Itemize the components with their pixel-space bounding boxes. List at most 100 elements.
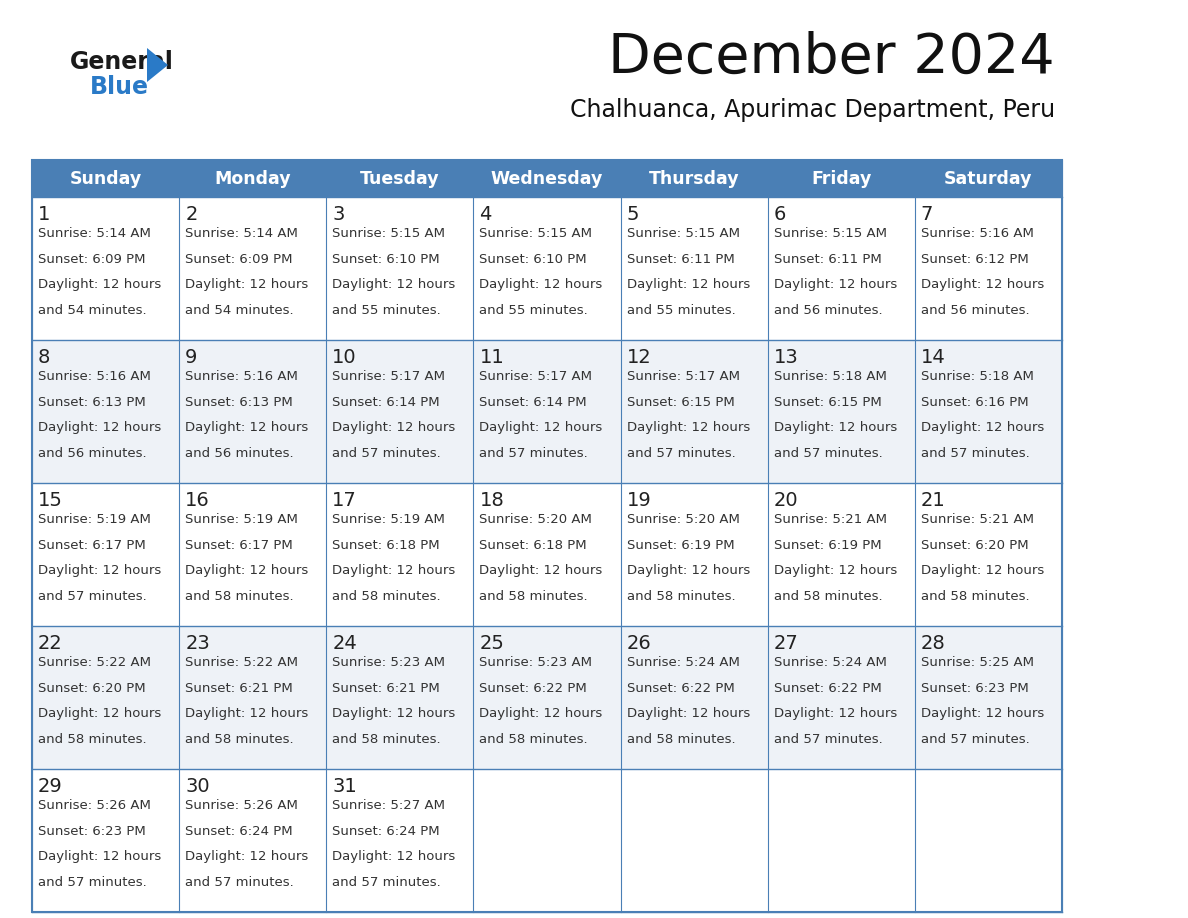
Text: 31: 31	[333, 777, 358, 796]
Text: 3: 3	[333, 205, 345, 224]
Text: 7: 7	[921, 205, 934, 224]
Text: 10: 10	[333, 348, 356, 367]
Text: Daylight: 12 hours: Daylight: 12 hours	[773, 421, 897, 434]
Text: Daylight: 12 hours: Daylight: 12 hours	[38, 278, 162, 291]
Text: and 55 minutes.: and 55 minutes.	[333, 304, 441, 317]
Text: Daylight: 12 hours: Daylight: 12 hours	[626, 421, 750, 434]
Text: Daylight: 12 hours: Daylight: 12 hours	[185, 421, 309, 434]
Bar	[32, 626, 1062, 769]
Text: Daylight: 12 hours: Daylight: 12 hours	[773, 565, 897, 577]
Text: Sunset: 6:18 PM: Sunset: 6:18 PM	[480, 539, 587, 552]
Text: and 57 minutes.: and 57 minutes.	[333, 876, 441, 889]
Text: Chalhuanca, Apurimac Department, Peru: Chalhuanca, Apurimac Department, Peru	[570, 98, 1055, 122]
Text: Sunrise: 5:22 AM: Sunrise: 5:22 AM	[38, 656, 151, 669]
Text: 21: 21	[921, 491, 946, 510]
Text: Daylight: 12 hours: Daylight: 12 hours	[921, 565, 1044, 577]
Text: 19: 19	[626, 491, 651, 510]
Text: Thursday: Thursday	[649, 170, 739, 187]
Text: Sunrise: 5:21 AM: Sunrise: 5:21 AM	[773, 513, 886, 526]
Text: 16: 16	[185, 491, 210, 510]
Text: Sunset: 6:09 PM: Sunset: 6:09 PM	[185, 252, 292, 265]
Text: Sunset: 6:13 PM: Sunset: 6:13 PM	[185, 396, 293, 409]
Text: Sunset: 6:23 PM: Sunset: 6:23 PM	[38, 824, 146, 837]
Text: 26: 26	[626, 634, 651, 653]
Text: Sunset: 6:10 PM: Sunset: 6:10 PM	[333, 252, 440, 265]
Text: and 57 minutes.: and 57 minutes.	[921, 447, 1030, 460]
Text: and 58 minutes.: and 58 minutes.	[480, 589, 588, 602]
Text: Sunset: 6:09 PM: Sunset: 6:09 PM	[38, 252, 145, 265]
Text: 9: 9	[185, 348, 197, 367]
Text: Daylight: 12 hours: Daylight: 12 hours	[185, 850, 309, 863]
Text: Daylight: 12 hours: Daylight: 12 hours	[773, 278, 897, 291]
Text: Daylight: 12 hours: Daylight: 12 hours	[333, 850, 455, 863]
Text: and 57 minutes.: and 57 minutes.	[773, 733, 883, 745]
Text: Sunset: 6:12 PM: Sunset: 6:12 PM	[921, 252, 1029, 265]
Text: and 56 minutes.: and 56 minutes.	[773, 304, 883, 317]
Text: Sunrise: 5:14 AM: Sunrise: 5:14 AM	[185, 227, 298, 240]
Text: Sunrise: 5:19 AM: Sunrise: 5:19 AM	[185, 513, 298, 526]
Text: and 58 minutes.: and 58 minutes.	[185, 733, 293, 745]
Text: Sunset: 6:10 PM: Sunset: 6:10 PM	[480, 252, 587, 265]
Text: 8: 8	[38, 348, 50, 367]
Text: Daylight: 12 hours: Daylight: 12 hours	[38, 707, 162, 720]
Text: Daylight: 12 hours: Daylight: 12 hours	[480, 707, 602, 720]
Text: 23: 23	[185, 634, 210, 653]
Bar	[32, 160, 1062, 197]
Text: and 57 minutes.: and 57 minutes.	[38, 876, 147, 889]
Text: Sunset: 6:13 PM: Sunset: 6:13 PM	[38, 396, 146, 409]
Text: 28: 28	[921, 634, 946, 653]
Text: Daylight: 12 hours: Daylight: 12 hours	[333, 707, 455, 720]
Text: General: General	[70, 50, 173, 74]
Text: Sunrise: 5:16 AM: Sunrise: 5:16 AM	[38, 370, 151, 383]
Text: and 58 minutes.: and 58 minutes.	[38, 733, 146, 745]
Text: Sunrise: 5:16 AM: Sunrise: 5:16 AM	[185, 370, 298, 383]
Text: Saturday: Saturday	[944, 170, 1032, 187]
Text: Daylight: 12 hours: Daylight: 12 hours	[185, 565, 309, 577]
Text: Daylight: 12 hours: Daylight: 12 hours	[333, 421, 455, 434]
Text: Sunset: 6:15 PM: Sunset: 6:15 PM	[626, 396, 734, 409]
Text: Sunrise: 5:17 AM: Sunrise: 5:17 AM	[480, 370, 593, 383]
Text: 14: 14	[921, 348, 946, 367]
Text: and 55 minutes.: and 55 minutes.	[480, 304, 588, 317]
Text: and 58 minutes.: and 58 minutes.	[333, 733, 441, 745]
Text: Sunset: 6:22 PM: Sunset: 6:22 PM	[773, 681, 881, 695]
Text: Sunset: 6:23 PM: Sunset: 6:23 PM	[921, 681, 1029, 695]
Text: Sunset: 6:21 PM: Sunset: 6:21 PM	[333, 681, 440, 695]
Text: and 56 minutes.: and 56 minutes.	[38, 447, 146, 460]
Text: 6: 6	[773, 205, 786, 224]
Text: 25: 25	[480, 634, 504, 653]
Text: 20: 20	[773, 491, 798, 510]
Text: Daylight: 12 hours: Daylight: 12 hours	[333, 565, 455, 577]
Text: Sunrise: 5:23 AM: Sunrise: 5:23 AM	[480, 656, 593, 669]
Bar	[32, 160, 1062, 912]
Text: Sunset: 6:11 PM: Sunset: 6:11 PM	[626, 252, 734, 265]
Text: and 54 minutes.: and 54 minutes.	[185, 304, 293, 317]
Text: Friday: Friday	[811, 170, 872, 187]
Text: 1: 1	[38, 205, 50, 224]
Text: Sunrise: 5:25 AM: Sunrise: 5:25 AM	[921, 656, 1034, 669]
Text: and 58 minutes.: and 58 minutes.	[921, 589, 1030, 602]
Text: Sunset: 6:19 PM: Sunset: 6:19 PM	[626, 539, 734, 552]
Text: Sunrise: 5:20 AM: Sunrise: 5:20 AM	[626, 513, 739, 526]
Text: Sunset: 6:16 PM: Sunset: 6:16 PM	[921, 396, 1029, 409]
Text: Daylight: 12 hours: Daylight: 12 hours	[626, 565, 750, 577]
Text: Sunset: 6:20 PM: Sunset: 6:20 PM	[921, 539, 1029, 552]
Text: and 57 minutes.: and 57 minutes.	[921, 733, 1030, 745]
Text: and 57 minutes.: and 57 minutes.	[480, 447, 588, 460]
Text: Daylight: 12 hours: Daylight: 12 hours	[333, 278, 455, 291]
Text: Sunrise: 5:15 AM: Sunrise: 5:15 AM	[333, 227, 446, 240]
Text: and 55 minutes.: and 55 minutes.	[626, 304, 735, 317]
Text: Sunset: 6:18 PM: Sunset: 6:18 PM	[333, 539, 440, 552]
Text: 5: 5	[626, 205, 639, 224]
Text: and 58 minutes.: and 58 minutes.	[333, 589, 441, 602]
Polygon shape	[147, 48, 168, 82]
Text: Sunset: 6:21 PM: Sunset: 6:21 PM	[185, 681, 293, 695]
Text: Sunrise: 5:15 AM: Sunrise: 5:15 AM	[480, 227, 593, 240]
Text: Daylight: 12 hours: Daylight: 12 hours	[921, 421, 1044, 434]
Text: Sunrise: 5:17 AM: Sunrise: 5:17 AM	[333, 370, 446, 383]
Text: Sunrise: 5:15 AM: Sunrise: 5:15 AM	[773, 227, 886, 240]
Text: Daylight: 12 hours: Daylight: 12 hours	[38, 421, 162, 434]
Text: and 57 minutes.: and 57 minutes.	[626, 447, 735, 460]
Text: and 58 minutes.: and 58 minutes.	[626, 733, 735, 745]
Text: and 57 minutes.: and 57 minutes.	[185, 876, 293, 889]
